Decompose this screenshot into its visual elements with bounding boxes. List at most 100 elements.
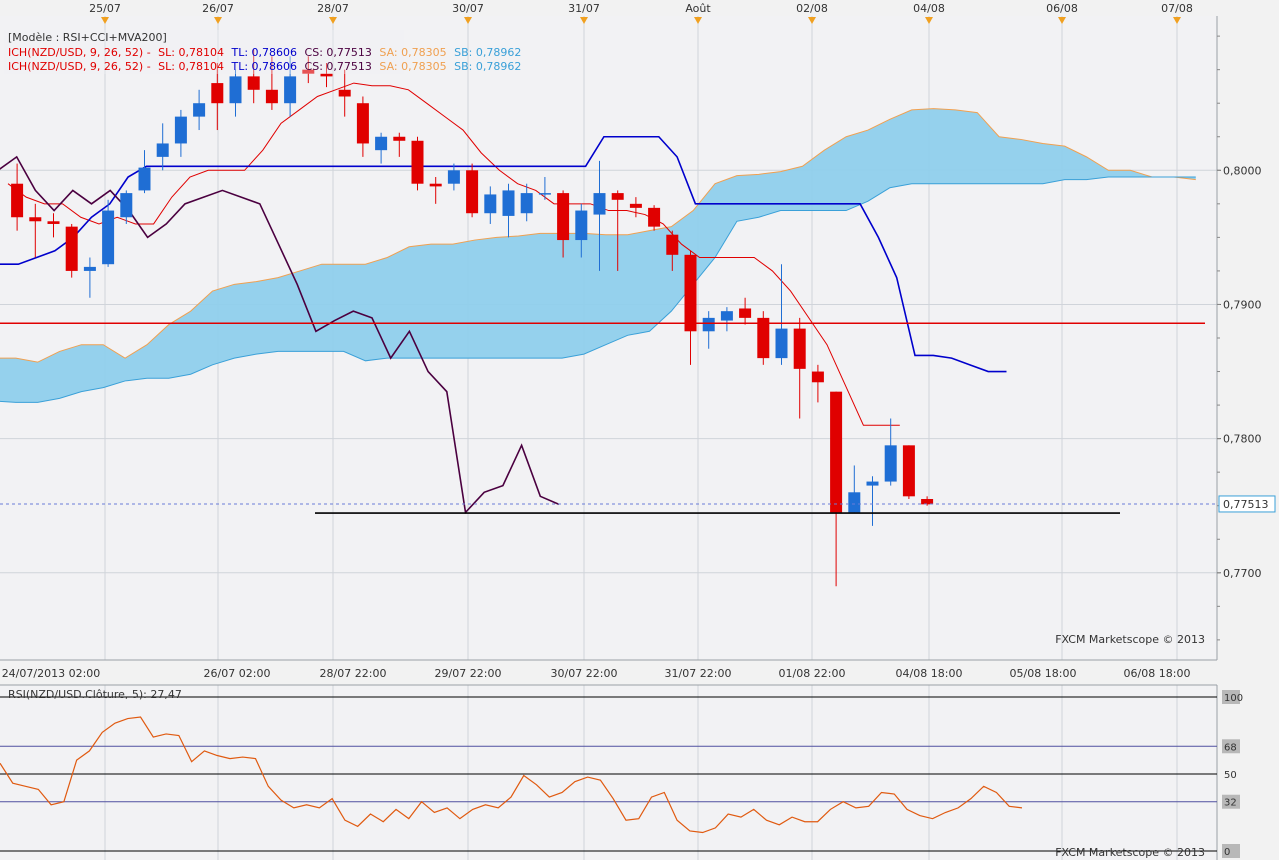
- top-date-label: Août: [685, 2, 711, 15]
- rsi-level-box: [1222, 739, 1240, 754]
- ichimoku-legend-2-prefix: ICH(NZD/USD, 9, 26, 52) -: [8, 60, 151, 73]
- top-date-label: 26/07: [202, 2, 234, 15]
- last-price-label: 0,77513: [1223, 498, 1269, 511]
- event-marker-icon: [694, 17, 702, 24]
- candle-body: [229, 76, 242, 104]
- ichimoku-legend-1-tl: TL: 0,78606: [230, 46, 297, 59]
- rsi-series-line: [0, 716, 1023, 834]
- event-marker-icon: [1173, 17, 1181, 24]
- ichimoku-cloud: [0, 108, 1196, 403]
- top-date-axis: [0, 0, 1217, 16]
- event-marker-icon: [1058, 17, 1066, 24]
- candle-body: [375, 136, 388, 151]
- candle-body: [538, 193, 551, 195]
- ichimoku-legend-2-tl: TL: 0,78606: [230, 60, 297, 73]
- candle-body: [484, 194, 497, 214]
- candle-body: [11, 183, 24, 218]
- rsi-level-label: 32: [1224, 798, 1237, 809]
- candle-body: [247, 76, 260, 90]
- horizontal-lines[interactable]: [0, 322, 1217, 514]
- bottom-date-label: 29/07 22:00: [435, 667, 502, 680]
- top-date-label: 06/08: [1046, 2, 1078, 15]
- rsi-level-box: [1222, 844, 1240, 858]
- candle-body: [83, 266, 96, 271]
- event-marker-icon: [101, 17, 109, 24]
- candle-body: [684, 254, 697, 332]
- candle-body: [393, 136, 406, 141]
- rsi-panel[interactable]: [0, 685, 1217, 860]
- ichimoku-legend-2-sa: SA: 0,78305: [379, 60, 446, 73]
- top-date-label: 28/07: [317, 2, 349, 15]
- senkou-span-a-line: [0, 108, 1196, 363]
- candle-body: [193, 103, 206, 117]
- event-marker-icon: [925, 17, 933, 24]
- candle-body: [320, 73, 333, 77]
- candle-body: [338, 89, 351, 97]
- candle-body: [356, 103, 369, 144]
- ichimoku-legend-2-sb: SB: 0,78962: [454, 60, 521, 73]
- watermark-price: FXCM Marketscope © 2013: [1055, 633, 1205, 646]
- candles[interactable]: [11, 49, 934, 587]
- candle-body: [65, 226, 78, 271]
- candle-body: [666, 234, 679, 255]
- event-marker-icon: [329, 17, 337, 24]
- candle-body: [921, 499, 934, 505]
- candle-body: [866, 481, 879, 486]
- candle-body: [884, 445, 897, 482]
- price-axis[interactable]: [1217, 16, 1279, 660]
- bottom-date-label: 01/08 22:00: [779, 667, 846, 680]
- candle-body: [611, 193, 624, 200]
- event-marker-icon: [808, 17, 816, 24]
- bottom-date-label: 04/08 18:00: [896, 667, 963, 680]
- rsi-level-label: 100: [1224, 693, 1243, 704]
- bottom-date-label: 30/07 22:00: [551, 667, 618, 680]
- price-tick-label: 0,7900: [1223, 298, 1262, 311]
- candle-body: [757, 317, 770, 359]
- rsi-levels: 100 68 50 32 0: [0, 690, 1243, 858]
- candle-body: [447, 170, 460, 184]
- candle-body: [265, 89, 278, 104]
- event-marker-icon: [580, 17, 588, 24]
- candle-body: [156, 143, 169, 157]
- candle-body: [702, 317, 715, 332]
- candle-body: [466, 170, 479, 214]
- top-date-label: 25/07: [89, 2, 121, 15]
- candle-body: [629, 203, 642, 208]
- rsi-label: RSI(NZD/USD.Clôture, 5): 27,47: [8, 688, 182, 701]
- senkou-span-b-line: [0, 176, 1196, 403]
- bottom-date-label: 26/07 02:00: [204, 667, 271, 680]
- rsi-line: [0, 716, 1023, 834]
- bottom-date-label: 31/07 22:00: [665, 667, 732, 680]
- tenkan-line: [7, 82, 900, 426]
- price-tick-label: 0,8000: [1223, 164, 1262, 177]
- top-date-labels: 25/07 26/07 28/07 30/07 31/07 Août 02/08 04/08 0…: [89, 2, 1193, 24]
- candle-body: [411, 140, 424, 184]
- candle-body: [793, 328, 806, 369]
- legend-box: [4, 30, 404, 74]
- kijun-line: [0, 135, 1007, 373]
- top-date-label: 07/08: [1161, 2, 1193, 15]
- ichimoku-legend-1-cs: CS: 0,77513: [305, 46, 372, 59]
- bottom-date-label: 28/07 22:00: [320, 667, 387, 680]
- ichimoku-legend-2: ICH(NZD/USD, 9, 26, 52) - SL: 0,78104 TL…: [8, 60, 521, 73]
- candle-body: [648, 207, 661, 227]
- bottom-date-labels: 24/07/2013 02:00 26/07 02:00 28/07 22:00 29…: [2, 667, 1191, 680]
- rsi-level-label: 50: [1224, 770, 1237, 781]
- bottom-date-label: 05/08 18:00: [1010, 667, 1077, 680]
- candle-body: [174, 116, 187, 144]
- ichimoku-legend-1: ICH(NZD/USD, 9, 26, 52) - SL: 0,78104 TL…: [8, 46, 521, 59]
- top-date-label: 02/08: [796, 2, 828, 15]
- candle-body: [902, 445, 915, 497]
- candle-body: [575, 210, 588, 241]
- candle-body: [557, 193, 570, 241]
- rsi-level-box: [1222, 690, 1240, 704]
- candle-body: [429, 183, 442, 187]
- last-price-marker: [1218, 495, 1276, 513]
- rsi-level-label: 68: [1224, 742, 1237, 753]
- event-marker-icon: [464, 17, 472, 24]
- candle-body: [29, 217, 42, 222]
- rsi-level-label: 0: [1224, 847, 1230, 858]
- price-tick-label: 0,7800: [1223, 433, 1262, 446]
- ichimoku-legend-1-sb: SB: 0,78962: [454, 46, 521, 59]
